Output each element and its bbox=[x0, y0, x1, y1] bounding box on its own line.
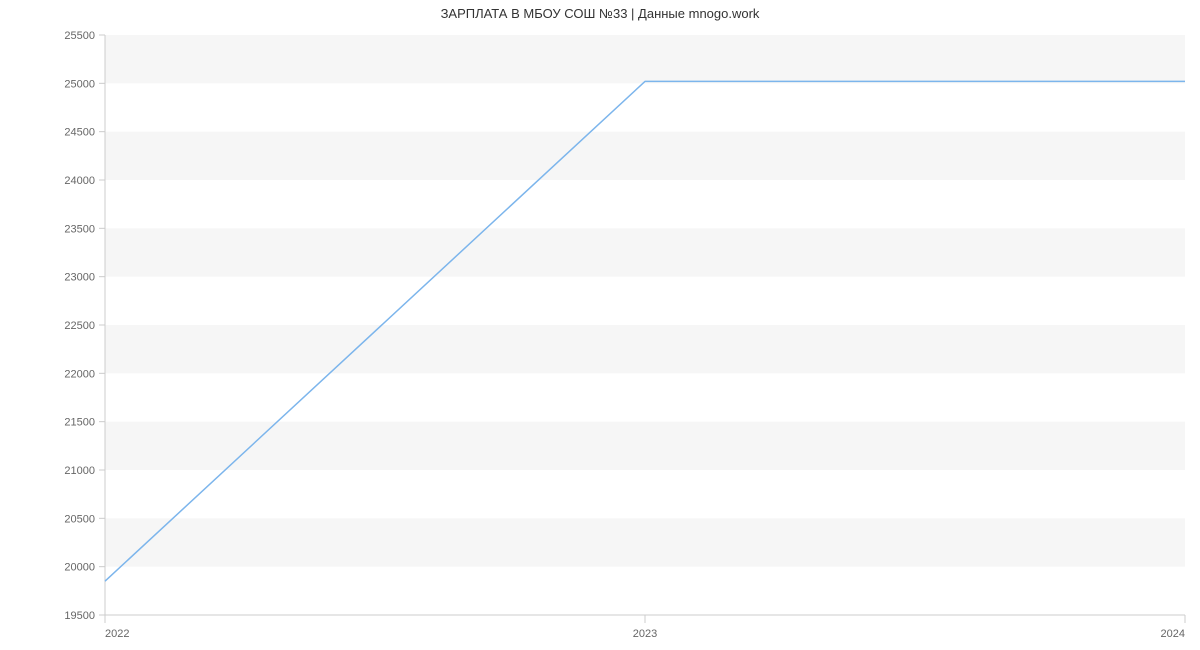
y-tick-label: 19500 bbox=[64, 610, 95, 622]
x-tick-label: 2024 bbox=[1161, 628, 1185, 640]
y-tick-label: 24000 bbox=[64, 175, 95, 187]
grid-band bbox=[105, 518, 1185, 566]
grid-band bbox=[105, 422, 1185, 470]
chart-title: ЗАРПЛАТА В МБОУ СОШ №33 | Данные mnogo.w… bbox=[0, 6, 1200, 21]
y-tick-label: 20000 bbox=[64, 562, 95, 574]
y-tick-label: 25500 bbox=[64, 30, 95, 42]
grid-band bbox=[105, 132, 1185, 180]
y-tick-label: 25000 bbox=[64, 78, 95, 90]
grid-band bbox=[105, 228, 1185, 276]
y-tick-label: 24500 bbox=[64, 127, 95, 139]
y-tick-label: 22500 bbox=[64, 320, 95, 332]
chart-svg: 19500 20000 20500 21000 21500 22000 22500 23000… bbox=[0, 0, 1200, 650]
y-tick-label: 23500 bbox=[64, 223, 95, 235]
x-tick-label: 2023 bbox=[633, 628, 657, 640]
y-tick-label: 22000 bbox=[64, 368, 95, 380]
y-tick-label: 23000 bbox=[64, 272, 95, 284]
y-tick-label: 21000 bbox=[64, 465, 95, 477]
y-tick-label: 21500 bbox=[64, 417, 95, 429]
salary-chart: ЗАРПЛАТА В МБОУ СОШ №33 | Данные mnogo.w… bbox=[0, 0, 1200, 650]
y-tick-label: 20500 bbox=[64, 513, 95, 525]
grid-band bbox=[105, 35, 1185, 83]
x-tick-label: 2022 bbox=[105, 628, 129, 640]
grid-band bbox=[105, 325, 1185, 373]
